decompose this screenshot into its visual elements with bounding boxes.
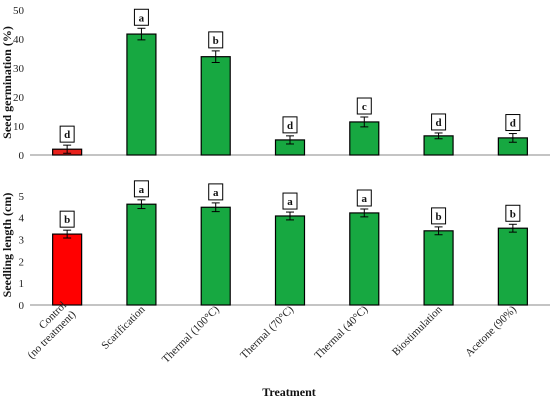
sig-letter-1-3: a (287, 196, 293, 208)
y-tick-label-0-4: 40 (13, 34, 25, 46)
y-tick-label-1-5: 5 (19, 191, 25, 203)
sig-letter-0-0: d (64, 129, 70, 141)
sig-letter-0-2: b (213, 35, 219, 47)
y-tick-label-1-3: 3 (19, 235, 25, 247)
bar-1-0 (52, 233, 83, 306)
bar-0-2 (200, 56, 231, 156)
sig-box-0-3 (282, 116, 298, 134)
sig-box-0-1 (133, 8, 149, 26)
sig-letter-0-3: d (287, 120, 293, 132)
sig-box-1-4 (356, 189, 372, 207)
bar-1-3 (274, 215, 306, 306)
sig-box-1-5 (431, 207, 447, 225)
bar-1-1 (126, 203, 157, 306)
sig-letter-0-5: d (436, 117, 442, 129)
y-axis-title-1: Seedling length (cm) (0, 193, 14, 298)
sig-letter-0-4: c (362, 101, 367, 113)
x-tick-label-1: Scarification (99, 303, 148, 352)
y-tick-label-1-1: 1 (19, 278, 25, 290)
y-tick-label-0-2: 20 (13, 92, 25, 104)
sig-box-0-2 (208, 31, 224, 49)
x-tick-label-6: Acetone (90%) (463, 303, 519, 359)
bar-1-5 (423, 230, 454, 306)
sig-letter-1-5: b (436, 211, 442, 223)
x-tick-label-3: Thermal (70°C) (238, 303, 296, 361)
sig-letter-1-4: a (362, 193, 368, 205)
y-tick-label-0-0: 0 (19, 150, 25, 162)
sig-box-0-5 (431, 113, 447, 131)
y-tick-label-1-2: 2 (19, 256, 25, 268)
bar-1-2 (200, 206, 231, 306)
sig-box-1-0 (59, 210, 75, 228)
sig-box-1-6 (505, 204, 521, 222)
y-axis-title-0: Seed germination (%) (0, 26, 14, 139)
x-tick-label-4: Thermal (40°C) (312, 303, 370, 361)
chart-panel-0: 0 10 20 30 40 50 Seed germination (%) d a b d c d d (0, 5, 550, 162)
sig-box-1-2 (208, 183, 224, 201)
y-tick-label-1-4: 4 (19, 213, 25, 225)
bar-0-1 (126, 33, 157, 156)
sig-letter-1-2: a (213, 187, 219, 199)
x-tick-label-5: Biostimulation (390, 303, 445, 358)
y-tick-label-0-3: 30 (13, 63, 25, 75)
sig-box-1-3 (282, 192, 298, 210)
x-tick-label-2: Thermal (100°C) (160, 303, 222, 365)
sig-letter-0-6: d (510, 118, 516, 130)
sig-letter-0-1: a (139, 12, 145, 24)
x-axis-title: Treatment (262, 385, 316, 399)
sig-box-0-6 (505, 114, 521, 132)
x-tick-label-0: Control(no treatment) (16, 299, 78, 361)
sig-letter-1-0: b (64, 214, 70, 226)
sig-box-0-0 (59, 125, 75, 143)
sig-letter-1-1: a (139, 184, 145, 196)
sig-box-0-4 (356, 97, 372, 115)
bar-1-4 (349, 212, 380, 306)
bar-1-6 (497, 227, 528, 306)
y-tick-label-0-1: 10 (13, 121, 25, 133)
chart-panel-1: 0 1 2 3 4 5 Seedling length (cm) b a a a a b b (0, 180, 550, 312)
sig-letter-1-6: b (510, 208, 516, 220)
y-tick-label-0-5: 50 (13, 5, 25, 17)
sig-box-1-1 (133, 180, 149, 198)
y-tick-label-1-0: 0 (19, 300, 25, 312)
